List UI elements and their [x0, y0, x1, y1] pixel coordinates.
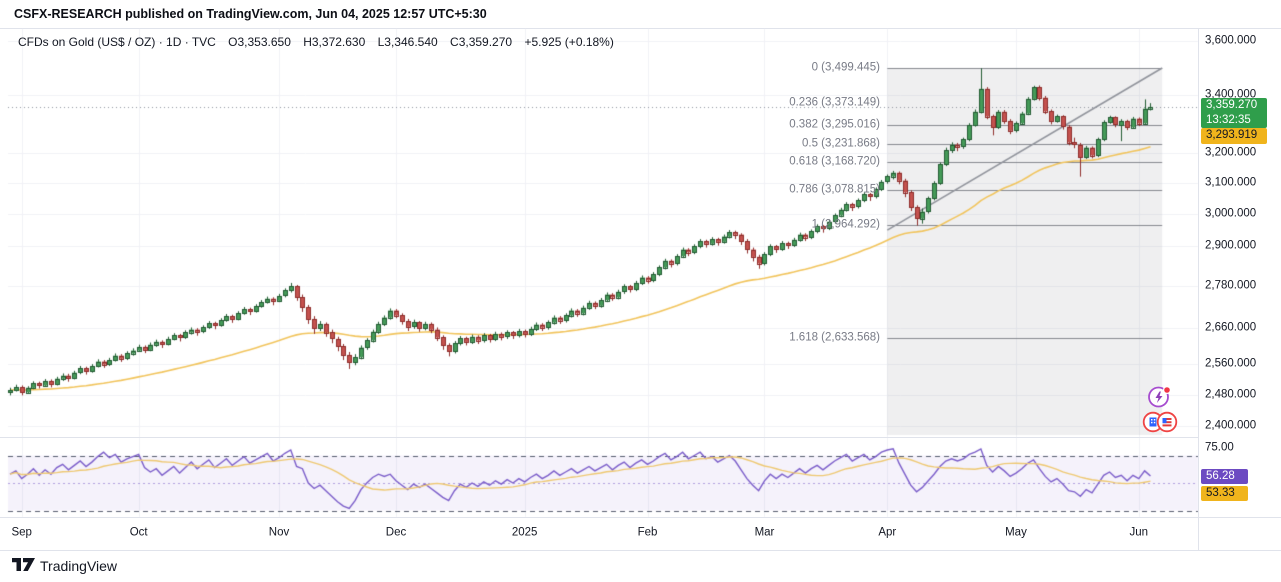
fib-level-label: 0.786 (3,078.815)	[789, 182, 880, 195]
fib-level-label: 1.618 (2,633.568)	[789, 330, 880, 343]
bar-countdown: 13:32:35	[1206, 114, 1251, 126]
rsi-value-badge: 56.28	[1201, 469, 1248, 484]
time-axis-border	[0, 517, 1281, 518]
fib-level-label: 1 (2,964.292)	[811, 218, 880, 231]
footer-bar: TradingView	[0, 551, 1281, 582]
last-price-value: 3,359.270	[1206, 98, 1258, 111]
price-axis-label: 3,100.000	[1205, 176, 1257, 189]
tradingview-logo-text[interactable]: TradingView	[40, 558, 118, 574]
price-axis-label: 3,000.000	[1205, 207, 1257, 220]
time-axis-label: Jun	[1129, 526, 1149, 539]
ohlc-low: L3,346.540	[377, 35, 438, 49]
price-change: +5.925 (+0.18%)	[524, 35, 614, 49]
symbol-title: CFDs on Gold (US$ / OZ) · 1D · TVC	[18, 35, 216, 49]
fib-level-label: 0 (3,499.445)	[811, 61, 880, 74]
time-axis[interactable]	[0, 518, 1198, 550]
ema-price-badge: 3,293.919	[1201, 128, 1267, 144]
time-axis-label: Feb	[637, 526, 658, 539]
time-axis-label: Mar	[754, 526, 775, 539]
time-axis-label: Dec	[385, 526, 407, 539]
ohlc-close: C3,359.270	[450, 35, 513, 49]
symbol-legend[interactable]: CFDs on Gold (US$ / OZ) · 1D · TVC O3,35…	[18, 35, 623, 49]
time-axis-label: Apr	[878, 526, 897, 539]
time-axis-label: Oct	[129, 526, 148, 539]
price-axis-label: 3,400.000	[1205, 88, 1257, 101]
ohlc-high: H3,372.630	[303, 35, 366, 49]
fib-level-label: 0.382 (3,295.016)	[789, 118, 880, 131]
price-axis-label: 2,400.000	[1205, 418, 1257, 431]
ema-price-value: 3,293.919	[1206, 129, 1258, 142]
rsi-ma-badge: 53.33	[1201, 486, 1248, 501]
fib-level-label: 0.236 (3,373.149)	[789, 96, 880, 109]
time-axis-label: Sep	[11, 526, 32, 539]
price-axis-label: 2,560.000	[1205, 357, 1257, 370]
lightning-icon[interactable]	[1147, 385, 1173, 414]
rsi-axis-tick: 75.00	[1205, 441, 1234, 454]
fib-level-label: 0.618 (3,168.720)	[789, 155, 880, 168]
tradingview-logo-icon[interactable]	[12, 557, 36, 579]
price-axis-label: 2,480.000	[1205, 387, 1257, 400]
footer-divider	[0, 550, 1281, 551]
time-axis-label: May	[1005, 526, 1027, 539]
pane-divider[interactable]	[0, 437, 1198, 438]
price-axis-label: 3,600.000	[1205, 34, 1257, 47]
time-axis-label: 2025	[511, 526, 538, 539]
fib-level-label: 0.5 (3,231.868)	[801, 136, 880, 149]
ohlc-open: O3,353.650	[228, 35, 291, 49]
price-axis-label: 2,780.000	[1205, 279, 1257, 292]
price-axis-label: 2,900.000	[1205, 239, 1257, 252]
price-axis-label: 3,200.000	[1205, 146, 1257, 159]
last-price-badge: 3,359.270 13:32:35	[1201, 98, 1267, 128]
events-icon[interactable]	[1141, 410, 1179, 439]
price-axis-label: 2,660.000	[1205, 321, 1257, 334]
price-axis-border	[1198, 29, 1199, 550]
time-axis-label: Nov	[268, 526, 290, 539]
